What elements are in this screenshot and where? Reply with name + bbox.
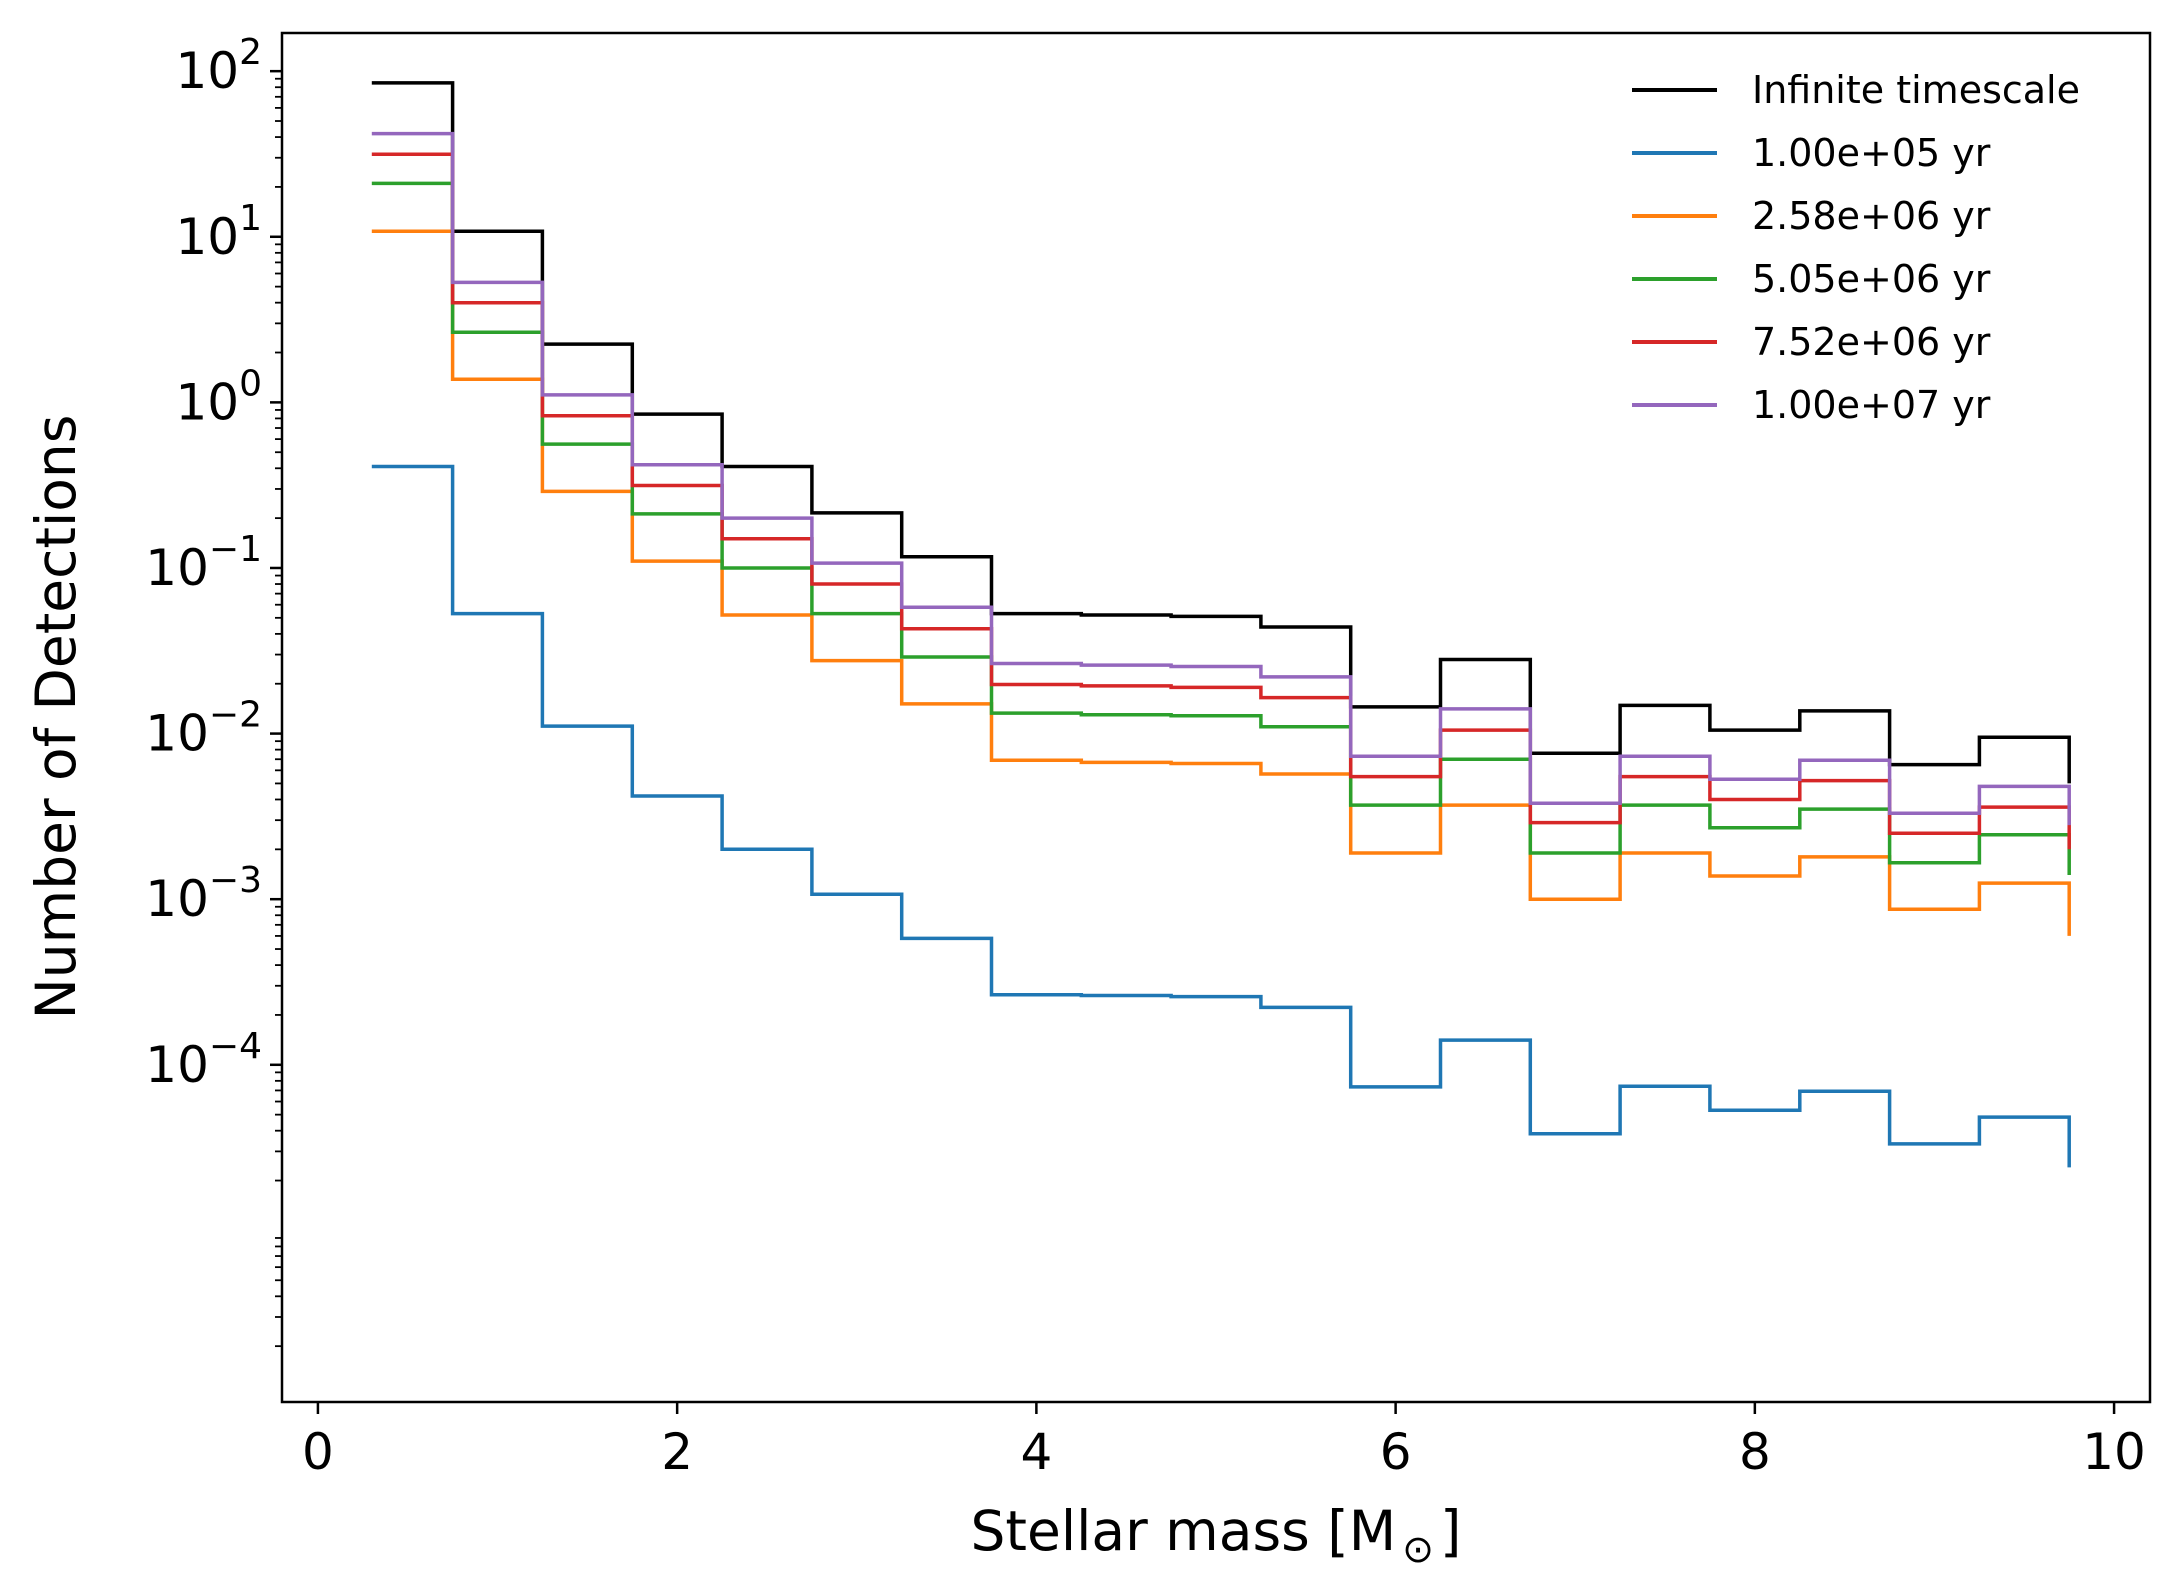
y-tick-label: 10−1 bbox=[145, 529, 262, 597]
legend-label: 1.00e+05 yr bbox=[1752, 131, 1991, 175]
x-tick-label: 6 bbox=[1380, 1423, 1412, 1481]
plot-frame bbox=[280, 31, 2152, 1404]
x-tick-label: 0 bbox=[302, 1423, 334, 1481]
series-line-3 bbox=[371, 181, 2071, 875]
series-line-4 bbox=[371, 152, 2071, 850]
y-tick-base: 10 bbox=[145, 705, 209, 763]
x-axis-title-close: ] bbox=[1440, 1499, 1461, 1563]
y-tick-label: 101 bbox=[175, 198, 262, 266]
legend: Infinite timescale 1.00e+05 yr 2.58e+06 yr… bbox=[1632, 68, 2080, 427]
y-axis-title: Number of Detections bbox=[24, 415, 88, 1020]
y-tick-label: 10−2 bbox=[145, 695, 262, 763]
series-line-2 bbox=[371, 229, 2071, 936]
y-tick-exponent: 2 bbox=[239, 32, 262, 73]
legend-label: 1.00e+07 yr bbox=[1752, 383, 1991, 427]
y-tick-label: 10−3 bbox=[145, 860, 262, 928]
y-tick-exponent: −4 bbox=[209, 1026, 262, 1067]
x-tick-label: 2 bbox=[661, 1423, 693, 1481]
y-tick-base: 10 bbox=[175, 373, 239, 431]
y-tick-exponent: 0 bbox=[239, 363, 262, 404]
y-tick-base: 10 bbox=[145, 539, 209, 597]
x-tick-label: 10 bbox=[2082, 1423, 2146, 1481]
y-tick-label: 102 bbox=[175, 32, 262, 100]
x-axis-title-main: Stellar mass [M bbox=[971, 1499, 1397, 1563]
legend-label: 5.05e+06 yr bbox=[1752, 257, 1991, 301]
series-group bbox=[371, 81, 2071, 1168]
x-axis-title: Stellar mass [M ⊙] bbox=[971, 1499, 1462, 1571]
y-tick-label: 100 bbox=[175, 363, 262, 431]
x-tick-label: 8 bbox=[1739, 1423, 1771, 1481]
legend-label: 2.58e+06 yr bbox=[1752, 194, 1991, 238]
y-tick-label: 10−4 bbox=[145, 1026, 262, 1094]
y-tick-base: 10 bbox=[175, 42, 239, 100]
y-tick-exponent: −2 bbox=[209, 695, 262, 736]
x-tick-label: 4 bbox=[1020, 1423, 1052, 1481]
series-line-1 bbox=[371, 464, 2071, 1168]
legend-label: 7.52e+06 yr bbox=[1752, 320, 1991, 364]
x-ticks: 0 2 4 6 8 10 bbox=[302, 1402, 2146, 1481]
y-tick-exponent: −1 bbox=[209, 529, 262, 570]
series-line-0 bbox=[371, 81, 2071, 784]
y-tick-base: 10 bbox=[145, 1036, 209, 1094]
y-tick-exponent: 1 bbox=[239, 198, 262, 239]
y-tick-base: 10 bbox=[145, 870, 209, 928]
y-tick-base: 10 bbox=[175, 208, 239, 266]
y-tick-exponent: −3 bbox=[209, 860, 262, 901]
legend-label: Infinite timescale bbox=[1752, 68, 2080, 112]
solar-mass-symbol: ⊙ bbox=[1402, 1527, 1434, 1571]
series-line-5 bbox=[371, 131, 2071, 826]
